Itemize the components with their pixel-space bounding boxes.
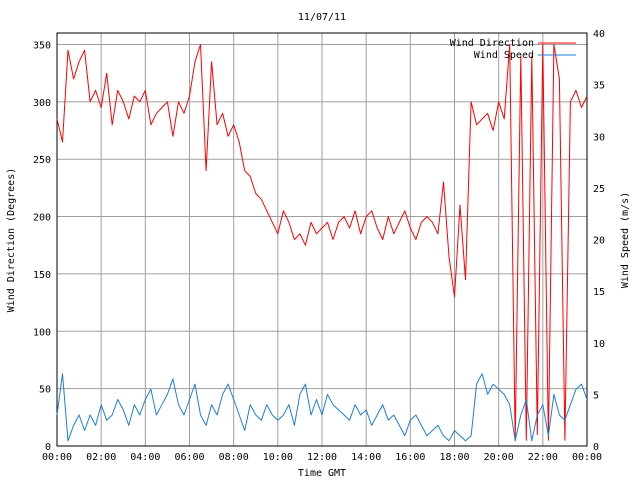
axis-tick-labels: 00:00 02:00 04:00 06:00 08:00 10:00 12:00 14:00… bbox=[33, 29, 605, 463]
left-y-tick-label: 200 bbox=[33, 213, 51, 224]
series-line-wind-speed bbox=[56, 373, 588, 442]
grid-lines bbox=[57, 33, 587, 446]
left-y-tick-label: 150 bbox=[33, 270, 51, 281]
series-lines bbox=[56, 44, 588, 442]
left-y-tick-label: 0 bbox=[45, 442, 51, 453]
series-line-wind-direction bbox=[56, 44, 588, 441]
x-tick-label: 02:00 bbox=[86, 452, 116, 463]
x-tick-label: 18:00 bbox=[439, 452, 469, 463]
right-y-tick-label: 15 bbox=[593, 287, 605, 298]
chart-title: 11/07/11 bbox=[298, 12, 346, 23]
x-tick-label: 22:00 bbox=[528, 452, 558, 463]
x-tick-label: 20:00 bbox=[484, 452, 514, 463]
right-y-tick-label: 20 bbox=[593, 236, 605, 247]
left-y-tick-label: 350 bbox=[33, 40, 51, 51]
right-y-tick-label: 5 bbox=[593, 390, 599, 401]
x-tick-label: 14:00 bbox=[351, 452, 381, 463]
left-y-axis-label: Wind Direction (Degrees) bbox=[6, 168, 17, 313]
left-y-tick-label: 50 bbox=[39, 385, 51, 396]
x-axis-label: Time GMT bbox=[298, 468, 346, 479]
left-y-tick-label: 250 bbox=[33, 155, 51, 166]
right-y-tick-label: 40 bbox=[593, 29, 605, 40]
legend-label-wind-speed: Wind Speed bbox=[474, 50, 534, 61]
right-y-tick-label: 35 bbox=[593, 81, 605, 92]
x-tick-label: 08:00 bbox=[219, 452, 249, 463]
x-tick-label: 10:00 bbox=[263, 452, 293, 463]
left-y-tick-label: 300 bbox=[33, 98, 51, 109]
plot-area-frame bbox=[56, 32, 588, 447]
legend: Wind Direction Wind Speed bbox=[450, 38, 576, 61]
right-y-axis-label: Wind Speed (m/s) bbox=[620, 192, 631, 288]
x-tick-label: 04:00 bbox=[130, 452, 160, 463]
right-y-tick-label: 25 bbox=[593, 184, 605, 195]
x-tick-label: 16:00 bbox=[395, 452, 425, 463]
x-tick-label: 12:00 bbox=[307, 452, 337, 463]
x-tick-label: 06:00 bbox=[174, 452, 204, 463]
right-y-tick-label: 10 bbox=[593, 339, 605, 350]
x-tick-label: 00:00 bbox=[572, 452, 602, 463]
right-y-tick-label: 30 bbox=[593, 132, 605, 143]
left-y-tick-label: 100 bbox=[33, 327, 51, 338]
x-tick-label: 00:00 bbox=[42, 452, 72, 463]
legend-label-wind-direction: Wind Direction bbox=[450, 38, 534, 49]
right-y-tick-label: 0 bbox=[593, 442, 599, 453]
